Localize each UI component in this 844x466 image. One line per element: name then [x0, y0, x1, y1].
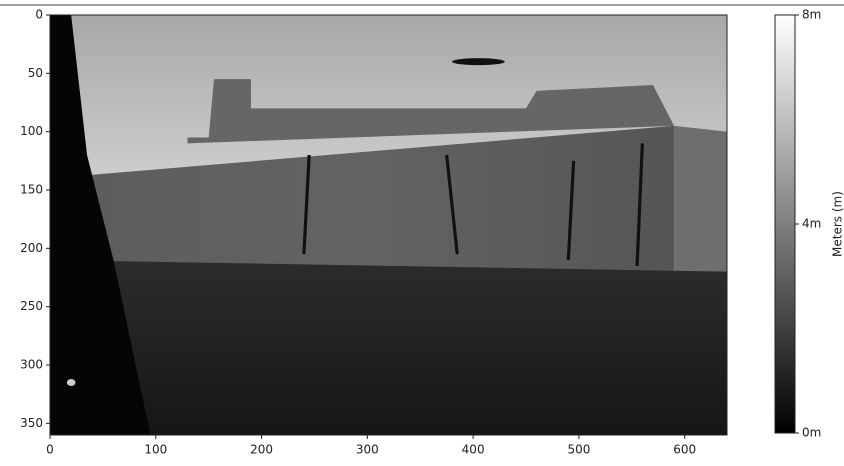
colorbar-label: Meters (m) — [831, 191, 844, 257]
y-tick-label: 100 — [20, 124, 43, 138]
y-tick-label: 50 — [28, 66, 43, 80]
x-tick-label: 400 — [462, 443, 485, 457]
y-tick-label: 150 — [20, 183, 43, 197]
x-tick-label: 200 — [250, 443, 273, 457]
x-tick-label: 500 — [567, 443, 590, 457]
y-tick-label: 300 — [20, 358, 43, 372]
y-tick-label: 250 — [20, 299, 43, 313]
colorbar — [775, 15, 795, 433]
y-tick-label: 0 — [35, 8, 43, 22]
x-tick-label: 0 — [46, 443, 54, 457]
right-region — [674, 126, 727, 284]
ground-region — [50, 260, 727, 435]
colorbar-tick-label: 4m — [802, 217, 821, 231]
y-tick-label: 350 — [20, 416, 43, 430]
bright-spot — [67, 379, 75, 386]
x-tick-label: 600 — [673, 443, 696, 457]
dark-spot — [452, 58, 505, 65]
y-tick-label: 200 — [20, 241, 43, 255]
colorbar-tick-label: 0m — [802, 426, 821, 440]
depth-image — [50, 15, 727, 435]
chart: Meters (m) 0 100 200 300 400 500 600 0 50 100 150 2… — [0, 0, 844, 462]
colorbar-tick-label: 8m — [802, 8, 821, 22]
x-tick-label: 100 — [144, 443, 167, 457]
x-tick-label: 300 — [356, 443, 379, 457]
